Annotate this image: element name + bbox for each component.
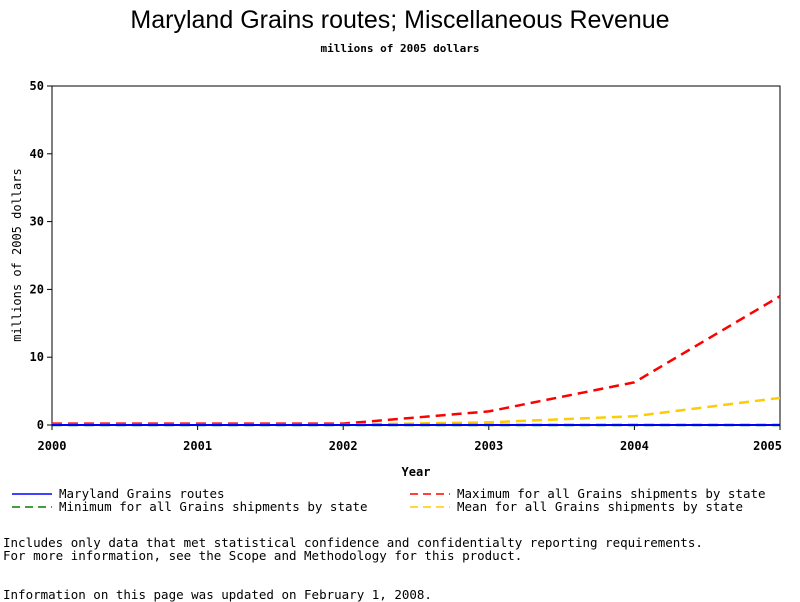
y-tick-label: 0 <box>37 418 44 432</box>
y-tick-label: 30 <box>30 215 44 229</box>
legend-label: Minimum for all Grains shipments by stat… <box>59 499 368 514</box>
series-line-3 <box>52 396 781 426</box>
y-axis-ticks: 0 10 20 30 40 50 <box>30 79 52 432</box>
plot-frame <box>51 85 781 426</box>
y-tick-label: 20 <box>30 282 44 296</box>
x-tick-label: 2003 <box>474 439 503 453</box>
chart-subtitle: millions of 2005 dollars <box>320 42 480 55</box>
x-tick-label: 2002 <box>329 439 358 453</box>
footnote-updated: Information on this page was updated on … <box>3 587 432 602</box>
x-tick-label: 2000 <box>38 439 67 453</box>
x-tick-label: 2001 <box>183 439 212 453</box>
series-lines <box>52 295 781 427</box>
x-tick-label: 2004 <box>620 439 649 453</box>
chart-title: Maryland Grains routes; Miscellaneous Re… <box>130 6 670 34</box>
x-axis-label: Year <box>402 465 431 479</box>
x-tick-label: 2005 <box>753 439 782 453</box>
y-tick-label: 40 <box>30 147 44 161</box>
y-tick-label: 10 <box>30 350 44 364</box>
legend-label: Maximum for all Grains shipments by stat… <box>457 486 766 501</box>
series-line-1 <box>52 295 781 425</box>
y-tick-label: 50 <box>30 79 44 93</box>
y-axis-label: millions of 2005 dollars <box>10 168 24 341</box>
legend-label: Mean for all Grains shipments by state <box>457 499 743 514</box>
footnote-confidence: Includes only data that met statistical … <box>3 535 703 550</box>
legend: Maryland Grains routes Maximum for all Gr… <box>12 486 766 514</box>
footnote-methodology: For more information, see the Scope and … <box>3 548 523 563</box>
x-axis-ticks: 2000 2001 2002 2003 2004 2005 <box>38 425 782 453</box>
legend-label: Maryland Grains routes <box>59 486 225 501</box>
